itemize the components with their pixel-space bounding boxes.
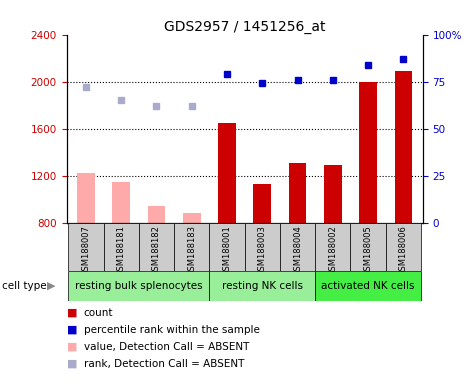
Text: resting NK cells: resting NK cells — [222, 281, 303, 291]
Bar — [359, 82, 377, 223]
Text: count: count — [84, 308, 113, 318]
Bar — [209, 223, 245, 271]
Text: value, Detection Call = ABSENT: value, Detection Call = ABSENT — [84, 342, 249, 352]
Text: cell type: cell type — [2, 281, 47, 291]
Text: GSM188183: GSM188183 — [187, 225, 196, 276]
Text: ■: ■ — [66, 308, 77, 318]
Bar — [324, 165, 342, 223]
Bar — [68, 271, 209, 301]
Bar — [351, 223, 386, 271]
Bar — [315, 271, 421, 301]
Title: GDS2957 / 1451256_at: GDS2957 / 1451256_at — [164, 20, 325, 33]
Text: percentile rank within the sample: percentile rank within the sample — [84, 325, 259, 335]
Bar — [280, 223, 315, 271]
Text: activated NK cells: activated NK cells — [321, 281, 415, 291]
Text: GSM188002: GSM188002 — [328, 225, 337, 276]
Bar — [386, 223, 421, 271]
Bar — [218, 123, 236, 223]
Text: GSM188006: GSM188006 — [399, 225, 408, 276]
Bar — [183, 214, 200, 223]
Bar — [254, 184, 271, 223]
Bar — [104, 223, 139, 271]
Text: ■: ■ — [66, 359, 77, 369]
Bar — [395, 71, 412, 223]
Text: GSM188001: GSM188001 — [222, 225, 231, 276]
Text: GSM188003: GSM188003 — [258, 225, 267, 276]
Text: ▶: ▶ — [47, 281, 55, 291]
Text: GSM188004: GSM188004 — [293, 225, 302, 276]
Bar — [77, 173, 95, 223]
Text: ■: ■ — [66, 342, 77, 352]
Bar — [289, 163, 306, 223]
Text: GSM188182: GSM188182 — [152, 225, 161, 276]
Text: GSM188005: GSM188005 — [363, 225, 372, 276]
Text: ■: ■ — [66, 325, 77, 335]
Bar — [139, 223, 174, 271]
Text: GSM188181: GSM188181 — [117, 225, 126, 276]
Bar — [174, 223, 209, 271]
Text: rank, Detection Call = ABSENT: rank, Detection Call = ABSENT — [84, 359, 244, 369]
Bar — [148, 206, 165, 223]
Bar — [245, 223, 280, 271]
Bar — [68, 223, 104, 271]
Text: resting bulk splenocytes: resting bulk splenocytes — [75, 281, 203, 291]
Text: GSM188007: GSM188007 — [81, 225, 90, 276]
Bar — [113, 182, 130, 223]
Bar — [209, 271, 315, 301]
Bar — [315, 223, 351, 271]
